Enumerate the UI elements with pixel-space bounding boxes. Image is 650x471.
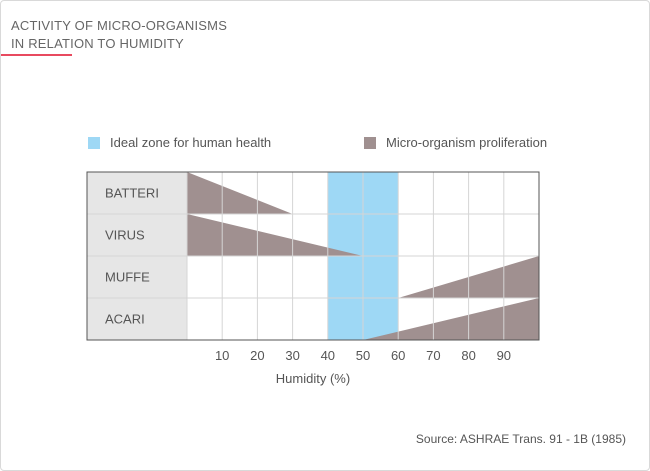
row-label-muffe: MUFFE bbox=[105, 270, 150, 285]
x-tick-label-90: 90 bbox=[497, 348, 511, 363]
proliferation-area-batteri bbox=[187, 172, 293, 214]
x-tick-label-10: 10 bbox=[215, 348, 229, 363]
x-tick-label-50: 50 bbox=[356, 348, 370, 363]
legend-label-proliferation: Micro-organism proliferation bbox=[386, 135, 548, 150]
x-tick-label-20: 20 bbox=[250, 348, 264, 363]
x-tick-label-40: 40 bbox=[321, 348, 335, 363]
proliferation-area-acari bbox=[363, 298, 539, 340]
row-label-virus: VIRUS bbox=[105, 228, 145, 243]
title-accent-underline bbox=[1, 54, 72, 56]
x-tick-label-60: 60 bbox=[391, 348, 405, 363]
x-tick-label-80: 80 bbox=[461, 348, 475, 363]
x-tick-label-70: 70 bbox=[426, 348, 440, 363]
legend-item-proliferation: Micro-organism proliferation bbox=[364, 135, 547, 150]
row-label-batteri: BATTERI bbox=[105, 186, 159, 201]
row-label-acari: ACARI bbox=[105, 312, 145, 327]
legend-label-ideal: Ideal zone for human health bbox=[110, 135, 272, 150]
source-note: Source: ASHRAE Trans. 91 - 1B (1985) bbox=[415, 432, 626, 446]
x-axis-label: Humidity (%) bbox=[276, 371, 350, 386]
legend-swatch-ideal bbox=[88, 136, 100, 149]
title-line-2: IN RELATION TO HUMIDITY bbox=[11, 36, 184, 51]
legend-item-ideal-zone: Ideal zone for human health bbox=[88, 135, 271, 150]
title-line-1: ACTIVITY OF MICRO-ORGANISMS bbox=[11, 18, 228, 33]
chart-title: ACTIVITY OF MICRO-ORGANISMS IN RELATION … bbox=[11, 17, 227, 53]
x-tick-label-30: 30 bbox=[285, 348, 299, 363]
chart-border bbox=[86, 171, 540, 341]
proliferation-area-virus bbox=[187, 214, 363, 256]
legend-swatch-proliferation bbox=[364, 136, 376, 149]
